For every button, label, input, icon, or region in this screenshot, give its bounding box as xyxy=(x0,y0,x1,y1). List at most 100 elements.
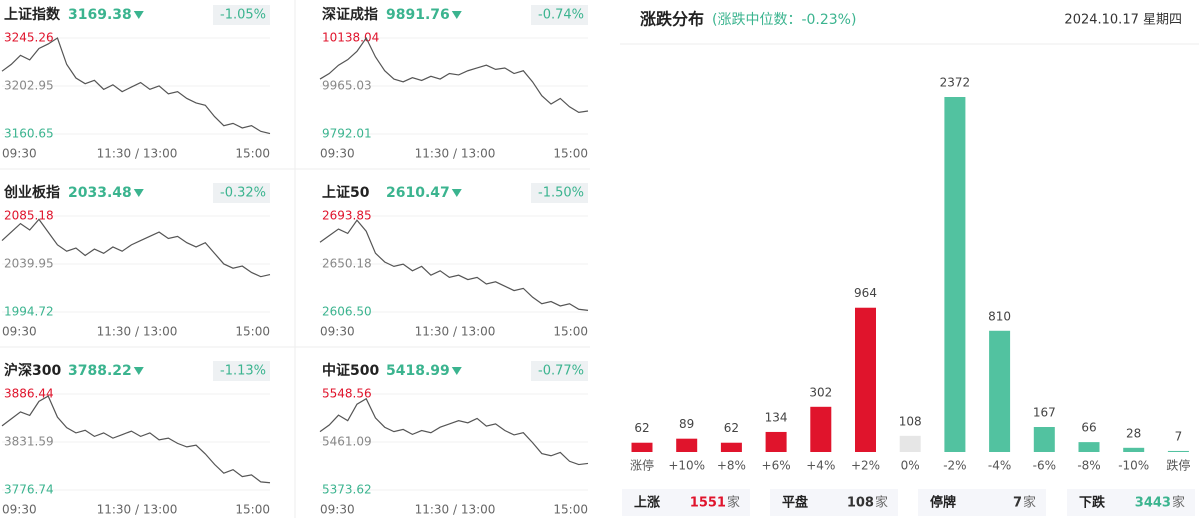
x-tick-label: 11:30 / 13:00 xyxy=(415,503,496,517)
down-arrow xyxy=(133,189,144,197)
value-label: 964 xyxy=(854,286,877,300)
summary-unit: 家 xyxy=(1023,495,1036,511)
index-change: -1.13% xyxy=(220,364,266,379)
summary-label: 平盘 xyxy=(782,495,808,511)
category-label: 涨停 xyxy=(630,458,654,473)
y-tick-label: 9965.03 xyxy=(322,78,372,92)
summary-box xyxy=(622,489,750,516)
category-label: +2% xyxy=(851,459,880,473)
summary-box xyxy=(1067,489,1195,516)
x-tick-label: 15:00 xyxy=(235,325,270,339)
index-price: 3169.38 xyxy=(68,7,132,23)
category-label: -4% xyxy=(988,459,1011,473)
x-tick-label: 09:30 xyxy=(320,147,355,161)
y-tick-label: 3160.65 xyxy=(4,127,54,141)
down-arrow xyxy=(451,367,462,375)
index-price: 3788.22 xyxy=(68,363,132,379)
summary-value: 1551 xyxy=(690,496,726,511)
category-label: +6% xyxy=(762,459,791,473)
y-tick-label: 2039.95 xyxy=(4,257,54,271)
summary-value: 7 xyxy=(1013,496,1022,511)
category-label: +4% xyxy=(806,459,835,473)
bar xyxy=(1078,442,1100,452)
bar xyxy=(1033,427,1055,452)
down-arrow xyxy=(451,189,462,197)
x-tick-label: 11:30 / 13:00 xyxy=(97,147,178,161)
y-tick-label: 3831.59 xyxy=(4,435,54,449)
y-tick-label: 10138.04 xyxy=(322,31,379,45)
change-box xyxy=(213,361,270,381)
x-tick-label: 15:00 xyxy=(235,503,270,517)
index-name: 创业板指 xyxy=(3,184,60,201)
price-line xyxy=(1,395,271,484)
index-price: 9891.76 xyxy=(386,7,450,23)
category-label: -10% xyxy=(1118,459,1149,473)
down-arrow xyxy=(133,11,144,19)
value-label: 7 xyxy=(1175,429,1183,443)
value-label: 134 xyxy=(765,410,788,424)
category-label: -2% xyxy=(943,459,966,473)
value-label: 810 xyxy=(988,309,1011,323)
value-label: 28 xyxy=(1126,426,1141,440)
x-tick-label: 15:00 xyxy=(553,503,588,517)
value-label: 2372 xyxy=(940,76,971,90)
y-tick-label: 5461.09 xyxy=(322,435,372,449)
summary-unit: 家 xyxy=(1172,495,1185,511)
change-box xyxy=(531,5,588,25)
price-line xyxy=(1,218,271,278)
change-box xyxy=(213,183,270,203)
y-tick-label: 2606.50 xyxy=(322,305,372,319)
index-name: 沪深300 xyxy=(4,362,61,379)
summary-value: 108 xyxy=(847,496,874,511)
y-tick-label: 3886.44 xyxy=(4,387,54,401)
bar xyxy=(765,431,787,452)
index-price: 5418.99 xyxy=(386,363,450,379)
x-tick-label: 09:30 xyxy=(2,503,37,517)
price-line xyxy=(319,219,589,311)
price-line xyxy=(1,37,271,135)
index-change: -0.74% xyxy=(538,8,584,23)
category-label: +10% xyxy=(668,459,705,473)
y-tick-label: 9792.01 xyxy=(322,127,372,141)
index-name: 中证500 xyxy=(322,362,379,379)
x-tick-label: 15:00 xyxy=(553,325,588,339)
category-label: -8% xyxy=(1077,459,1100,473)
change-box xyxy=(531,361,588,381)
value-label: 62 xyxy=(634,421,649,435)
y-tick-label: 5373.62 xyxy=(322,483,372,497)
y-tick-label: 3776.74 xyxy=(4,483,54,497)
index-change: -1.05% xyxy=(220,8,266,23)
bar xyxy=(944,97,966,452)
index-price: 2033.48 xyxy=(68,185,132,201)
summary-value: 3443 xyxy=(1135,496,1171,511)
category-label: +8% xyxy=(717,459,746,473)
summary-label: 下跌 xyxy=(1079,495,1106,511)
bar xyxy=(810,406,832,452)
value-label: 108 xyxy=(899,414,922,428)
index-change: -0.32% xyxy=(220,186,266,201)
bar xyxy=(855,307,876,452)
summary-label: 停牌 xyxy=(930,495,956,511)
index-price: 2610.47 xyxy=(386,185,450,201)
x-tick-label: 11:30 / 13:00 xyxy=(97,325,178,339)
x-tick-label: 15:00 xyxy=(235,147,270,161)
summary-box xyxy=(770,489,898,516)
down-arrow xyxy=(133,367,144,375)
price-line xyxy=(319,397,589,466)
index-name: 上证指数 xyxy=(4,6,61,23)
change-box xyxy=(531,183,588,203)
panel-title: 涨跌分布 xyxy=(640,10,704,29)
value-label: 89 xyxy=(679,417,694,431)
x-tick-label: 09:30 xyxy=(320,325,355,339)
bar xyxy=(1123,447,1145,452)
category-label: 0% xyxy=(901,459,920,473)
price-line xyxy=(319,36,589,113)
x-tick-label: 11:30 / 13:00 xyxy=(97,503,178,517)
bar xyxy=(676,438,698,452)
value-label: 62 xyxy=(724,421,739,435)
down-arrow xyxy=(451,11,462,19)
y-tick-label: 3202.95 xyxy=(4,79,54,93)
x-tick-label: 09:30 xyxy=(2,325,37,339)
summary-unit: 家 xyxy=(875,495,888,511)
